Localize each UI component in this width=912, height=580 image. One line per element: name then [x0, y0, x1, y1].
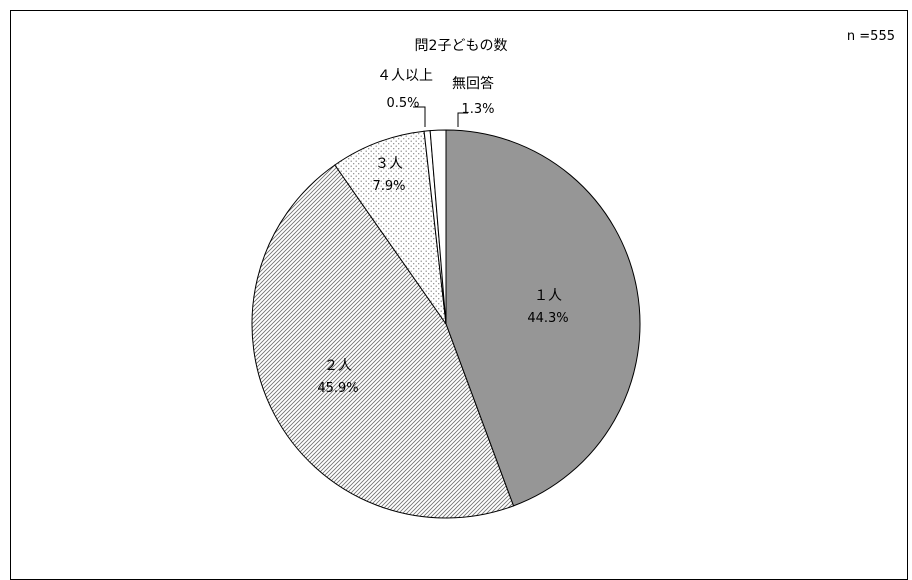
slice-label: ３人: [375, 156, 403, 172]
leader-line: [457, 112, 468, 127]
chart-title: 問2子どもの数: [415, 38, 508, 54]
slice-label: １人: [534, 288, 562, 304]
slice-value-label: 45.9%: [317, 381, 358, 396]
slice-value-label: 1.3%: [461, 102, 494, 117]
pie-slice: [445, 129, 641, 507]
pie-chart: 問2子どもの数 n =555 １人 44.3% ２人 45.9% ３人 7.9% ４人以上 0…: [251, 29, 895, 519]
slice-label: ４人以上: [377, 68, 433, 84]
slice-label: ２人: [324, 358, 352, 374]
sample-size-label: n =555: [847, 29, 895, 44]
pie-slice: [251, 164, 515, 519]
pie-slice: [429, 129, 447, 325]
slice-value-label: 44.3%: [527, 311, 568, 326]
leader-line: [413, 106, 426, 127]
pie-slice: [334, 130, 447, 325]
slice-value-label: 0.5%: [386, 96, 419, 111]
slice-label: 無回答: [452, 75, 494, 92]
slice-value-label: 7.9%: [372, 179, 405, 194]
